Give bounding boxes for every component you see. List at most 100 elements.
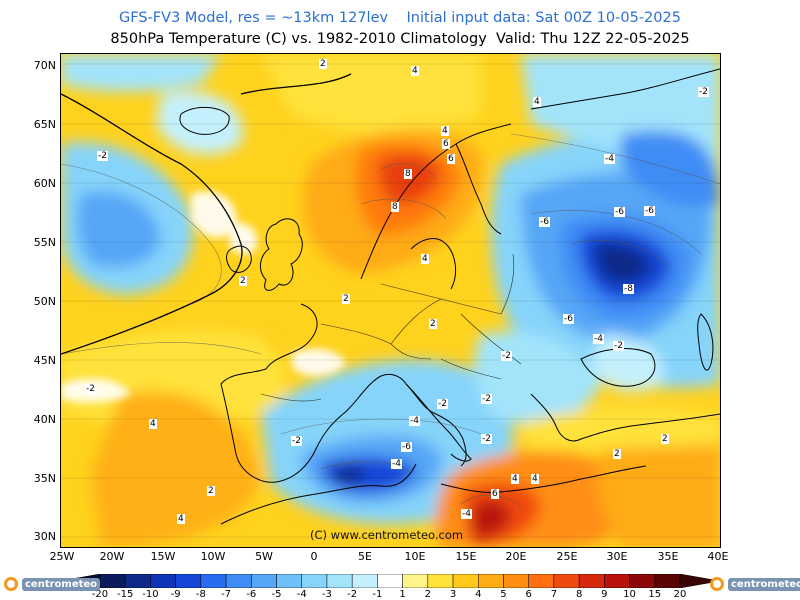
colorbar-tick-label: 8 xyxy=(575,589,583,600)
colorbar-tick-label: 2 xyxy=(424,589,431,600)
chart-title-line2: 850hPa Temperature (C) vs. 1982-2010 Cli… xyxy=(110,31,690,47)
contour-label: -6 xyxy=(563,314,574,324)
colorbar-swatch xyxy=(251,574,277,588)
contour-label: 8 xyxy=(391,202,399,212)
contour-label: 2 xyxy=(429,319,437,329)
contour-label: -6 xyxy=(539,217,550,227)
anomaly-contours xyxy=(61,133,720,510)
lon-label: 5W xyxy=(255,550,273,563)
contour-label: -2 xyxy=(613,341,624,351)
colorbar-swatch xyxy=(654,574,681,588)
lon-label: 10W xyxy=(200,550,226,563)
logo-text: centrometeo xyxy=(22,577,101,591)
colorbar-swatch xyxy=(503,574,529,588)
lon-label: 20E xyxy=(505,550,527,563)
contour-label: -2 xyxy=(97,151,108,161)
colorbar-swatch xyxy=(175,574,202,588)
colorbar-tick-label: -9 xyxy=(170,589,181,600)
temperature-anomaly-map: 2 4 4 4 -2 6 8 8 6 -4 -6 -6 -6 -2 2 2 4 … xyxy=(60,53,721,548)
contour-label: 6 xyxy=(442,139,450,149)
colorbar-tick-label: 6 xyxy=(525,589,532,600)
colorbar-tick-label: -10 xyxy=(142,589,159,600)
contour-label: -2 xyxy=(85,384,96,394)
colorbar-swatch xyxy=(124,574,151,588)
contour-label: -4 xyxy=(593,334,604,344)
lat-label: 70N xyxy=(33,59,56,72)
contour-label: 4 xyxy=(411,66,419,76)
lon-label: 35E xyxy=(657,550,679,563)
colorbar-swatch xyxy=(326,574,353,588)
lat-label: 45N xyxy=(33,354,56,367)
contour-label: 4 xyxy=(531,474,539,484)
colorbar xyxy=(60,574,720,588)
contour-label: -2 xyxy=(291,436,302,446)
contour-label: -6 xyxy=(644,206,655,216)
colorbar-swatch xyxy=(427,574,454,588)
centrometeo-logo-right: centrometeo xyxy=(710,574,800,594)
colorbar-swatch xyxy=(301,574,328,588)
colorbar-tick-label: -15 xyxy=(117,589,134,600)
lat-label: 35N xyxy=(33,472,56,485)
colorbar-tick-label: 10 xyxy=(623,589,636,600)
colorbar-swatch xyxy=(578,574,605,588)
colorbar-arrow-right xyxy=(679,574,720,588)
lon-label: 25W xyxy=(49,550,75,563)
contour-label: 2 xyxy=(207,486,215,496)
chart-title-line1: GFS-FV3 Model, res = ~13km 127lev Initia… xyxy=(119,10,681,26)
contour-label: 2 xyxy=(319,59,327,69)
lat-label: 40N xyxy=(33,413,56,426)
contour-label: 4 xyxy=(511,474,519,484)
graticule xyxy=(61,63,720,538)
colorbar-tick-label: -20 xyxy=(91,589,109,600)
contour-label: -6 xyxy=(401,442,412,452)
colorbar-swatch xyxy=(452,574,479,588)
colorbar-swatch xyxy=(150,574,176,588)
colorbar-tick-label: -1 xyxy=(372,589,383,600)
contour-label: -2 xyxy=(501,351,512,361)
colorbar-tick-label: 4 xyxy=(475,589,482,600)
colorbar-tick-label: 15 xyxy=(648,589,662,600)
contour-label: -4 xyxy=(461,509,472,519)
contour-label: -4 xyxy=(604,154,615,164)
contour-label: -6 xyxy=(614,207,625,217)
map-svg xyxy=(61,54,720,547)
colorbar-swatch xyxy=(377,574,403,588)
colorbar-tick-label: 3 xyxy=(449,589,457,600)
colorbar-swatch xyxy=(528,574,555,588)
lon-label: 25E xyxy=(556,550,578,563)
lon-label: 10E xyxy=(404,550,426,563)
logo-text: centrometeo xyxy=(728,577,800,591)
copyright-credit: (C) www.centrometeo.com xyxy=(310,528,464,542)
contour-label: 2 xyxy=(613,449,621,459)
colorbar-tick-label: -6 xyxy=(246,589,257,600)
lat-label: 55N xyxy=(33,236,56,249)
contour-label: 2 xyxy=(239,276,247,286)
contour-label: -4 xyxy=(391,459,402,469)
contour-label: 4 xyxy=(177,514,185,524)
lat-label: 60N xyxy=(33,177,56,190)
lon-label: 5E xyxy=(358,550,372,563)
logo-ring-icon xyxy=(710,577,724,591)
centrometeo-logo-left: centrometeo xyxy=(4,574,101,594)
colorbar-tick-label: -3 xyxy=(321,589,332,600)
contour-label: -8 xyxy=(623,284,634,294)
colorbar-swatch xyxy=(402,574,429,588)
contour-label: -2 xyxy=(481,434,492,444)
contour-label: 4 xyxy=(533,97,541,107)
contour-label: 4 xyxy=(421,254,429,264)
lat-label: 65N xyxy=(33,118,56,131)
lon-label: 15W xyxy=(150,550,176,563)
colorbar-tick-label: -5 xyxy=(271,589,282,600)
lon-label: 40E xyxy=(707,550,729,563)
colorbar-swatch xyxy=(629,574,656,588)
lon-label: 30E xyxy=(606,550,628,563)
contour-label: -2 xyxy=(698,87,709,97)
colorbar-swatch xyxy=(200,574,227,588)
colorbar-tick-label: 1 xyxy=(399,589,406,600)
contour-label: -4 xyxy=(409,416,420,426)
colorbar-tick-label: 20 xyxy=(673,589,687,600)
colorbar-swatch xyxy=(478,574,504,588)
colorbar-swatch xyxy=(225,574,252,588)
colorbar-swatch xyxy=(604,574,630,588)
lat-label: 30N xyxy=(33,530,56,543)
